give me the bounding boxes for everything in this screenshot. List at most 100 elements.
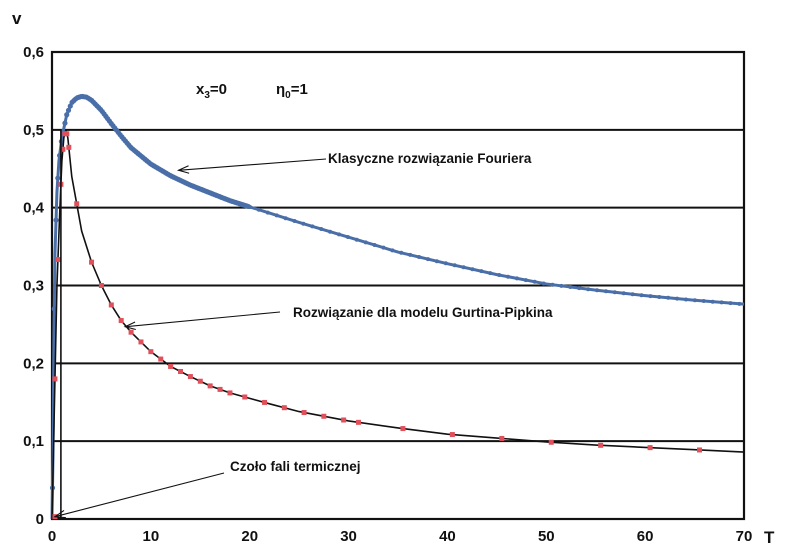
series-gurtin-pipkin xyxy=(51,129,745,520)
fourier-point xyxy=(328,229,333,234)
fourier-point xyxy=(399,250,404,255)
gurtin-pipkin-point xyxy=(118,318,124,324)
x-tick-label: 60 xyxy=(637,528,654,545)
x-tick-label: 70 xyxy=(736,528,753,545)
fourier-point xyxy=(523,278,528,283)
annotation-label: Rozwiązanie dla modelu Gurtina-Pipkina xyxy=(293,305,553,320)
gurtin-pipkin-point xyxy=(449,432,455,438)
fourier-point xyxy=(728,301,733,306)
annotation-label: Klasyczne rozwiązanie Fouriera xyxy=(328,151,532,166)
x3-value: =0 xyxy=(210,81,227,98)
fourier-point xyxy=(710,299,715,304)
series-group xyxy=(49,93,745,520)
gurtin-pipkin-point xyxy=(321,413,327,419)
gurtin-pipkin-point xyxy=(598,442,604,448)
y-tick-labels: 0 0,1 0,2 0,3 0,4 0,5 0,6 xyxy=(23,44,45,528)
fourier-point xyxy=(65,107,72,113)
fourier-point xyxy=(248,204,253,209)
fourier-point xyxy=(514,276,519,281)
fourier-point xyxy=(683,297,688,302)
fourier-point xyxy=(479,269,484,274)
x-tick-label: 40 xyxy=(439,528,456,545)
gurtin-pipkin-point xyxy=(197,378,203,384)
fourier-point xyxy=(363,240,368,245)
y-tick-label: 0,1 xyxy=(23,433,44,450)
fourier-point xyxy=(497,273,502,278)
y-tick-label: 0 xyxy=(36,511,44,528)
eta-subscript: 0 xyxy=(285,90,291,101)
gurtin-pipkin-point xyxy=(148,349,154,355)
annotation-arrow-line xyxy=(178,158,327,171)
gurtin-pipkin-point xyxy=(355,419,361,425)
fourier-point xyxy=(55,175,61,181)
annotation-arrow-head xyxy=(123,321,136,331)
gurtin-pipkin-point xyxy=(98,283,104,288)
gurtin-pipkin-point xyxy=(108,302,114,308)
fourier-point xyxy=(657,294,662,299)
annotation-arrow-line xyxy=(54,472,225,518)
gurtin-pipkin-point xyxy=(64,131,70,137)
gurtin-pipkin-point xyxy=(227,390,233,396)
x-tick-label: 50 xyxy=(538,528,555,545)
annotation: Czoło fali termicznej xyxy=(53,459,361,519)
gurtin-pipkin-point xyxy=(128,329,134,335)
annotation-arrow-head xyxy=(53,509,66,519)
fourier-point xyxy=(603,289,608,294)
fourier-point xyxy=(719,300,724,305)
gurtin-pipkin-point xyxy=(341,417,347,423)
fourier-point xyxy=(408,252,413,257)
annotation-arrow-line xyxy=(125,311,281,328)
y-axis-label: v xyxy=(12,9,22,28)
gurtin-pipkin-point xyxy=(262,399,268,405)
fourier-point xyxy=(541,281,546,286)
gurtin-pipkin-point xyxy=(548,439,554,445)
y-gridlines xyxy=(52,128,744,443)
gurtin-pipkin-point xyxy=(207,383,213,389)
fourier-point xyxy=(372,243,377,248)
gurtin-pipkin-point xyxy=(74,201,80,207)
gurtin-pipkin-point xyxy=(281,405,287,411)
gurtin-pipkin-point xyxy=(697,447,703,453)
fourier-point xyxy=(301,221,306,226)
gurtin-pipkin-point xyxy=(499,435,505,441)
fourier-point xyxy=(675,296,680,301)
fourier-point xyxy=(53,217,59,223)
gurtin-pipkin-point xyxy=(89,259,95,265)
x3-base: x xyxy=(196,81,205,98)
fourier-point xyxy=(586,287,591,292)
x3-subscript: 3 xyxy=(204,90,210,101)
gurtin-pipkin-point xyxy=(55,257,61,263)
gurtin-pipkin-point xyxy=(138,339,144,345)
fourier-point xyxy=(381,245,386,250)
plot-border xyxy=(50,50,746,521)
fourier-point xyxy=(256,207,261,212)
plot-frame xyxy=(50,50,746,521)
fourier-point xyxy=(648,294,653,299)
gurtin-pipkin-point xyxy=(168,363,174,369)
parameter-x3: x3=0 xyxy=(196,81,227,101)
fourier-point xyxy=(292,218,297,223)
fourier-point xyxy=(452,263,457,268)
eta-value: =1 xyxy=(291,81,308,98)
annotation-label: Czoło fali termicznej xyxy=(230,459,361,474)
y-tick-label: 0,5 xyxy=(23,122,44,139)
fourier-point xyxy=(310,224,315,229)
gurtin-pipkin-point xyxy=(217,386,223,392)
fourier-point xyxy=(274,213,279,218)
y-tick-label: 0,3 xyxy=(23,278,44,295)
gurtin-pipkin-point xyxy=(52,376,58,382)
fourier-point xyxy=(639,293,644,298)
annotation-arrow-head xyxy=(176,165,190,174)
fourier-point xyxy=(550,282,555,287)
gurtin-pipkin-point xyxy=(242,394,248,400)
fourier-point xyxy=(630,292,635,297)
fourier-point xyxy=(64,112,70,118)
y-tick-label: 0,6 xyxy=(23,44,44,61)
annotation: Rozwiązanie dla modelu Gurtina-Pipkina xyxy=(123,305,553,331)
fourier-point xyxy=(417,255,422,260)
gurtin-pipkin-point xyxy=(60,146,66,152)
fourier-point xyxy=(488,271,493,276)
gurtin-pipkin-point xyxy=(178,369,184,375)
eta-base: η xyxy=(276,81,285,98)
